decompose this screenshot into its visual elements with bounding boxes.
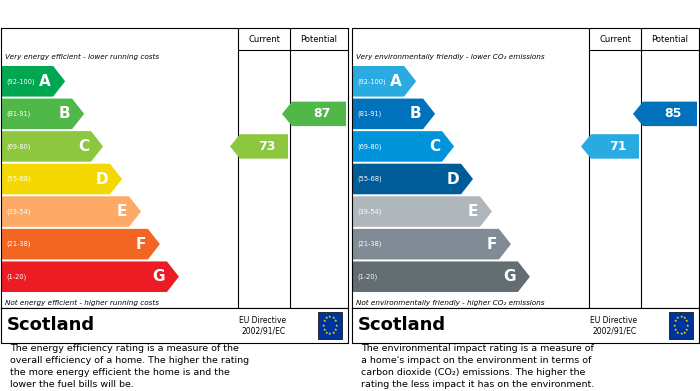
Text: ★: ★: [328, 332, 332, 336]
Text: ★: ★: [332, 316, 335, 320]
Polygon shape: [352, 66, 416, 97]
Polygon shape: [230, 134, 288, 159]
Polygon shape: [1, 262, 179, 292]
Text: B: B: [410, 106, 421, 121]
Text: D: D: [447, 172, 459, 187]
Text: 71: 71: [609, 140, 626, 153]
Text: (69-80): (69-80): [357, 143, 382, 150]
Bar: [318, 312, 342, 339]
Text: ★: ★: [325, 316, 328, 320]
Text: F: F: [486, 237, 497, 252]
Text: ★: ★: [323, 319, 326, 323]
Polygon shape: [1, 196, 141, 227]
Text: (21-38): (21-38): [357, 241, 382, 248]
Polygon shape: [282, 102, 346, 126]
Text: (69-80): (69-80): [6, 143, 31, 150]
Text: Energy Efficiency Rating: Energy Efficiency Rating: [6, 7, 169, 20]
Text: Scotland: Scotland: [358, 316, 446, 334]
Polygon shape: [1, 66, 65, 97]
Text: Potential: Potential: [300, 34, 337, 43]
Text: (92-100): (92-100): [6, 78, 34, 84]
Text: The energy efficiency rating is a measure of the
overall efficiency of a home. T: The energy efficiency rating is a measur…: [10, 344, 248, 389]
Text: F: F: [136, 237, 146, 252]
Text: ★: ★: [321, 323, 325, 328]
Text: (55-68): (55-68): [6, 176, 31, 182]
Text: C: C: [429, 139, 440, 154]
Text: Potential: Potential: [652, 34, 689, 43]
Text: ★: ★: [673, 328, 677, 332]
Bar: [669, 312, 693, 339]
Text: ★: ★: [676, 331, 680, 335]
Text: ★: ★: [679, 332, 682, 336]
Polygon shape: [633, 102, 697, 126]
Text: (81-91): (81-91): [357, 111, 382, 117]
Polygon shape: [352, 262, 530, 292]
Text: (39-54): (39-54): [6, 208, 30, 215]
Text: G: G: [503, 269, 516, 284]
Text: Current: Current: [248, 34, 280, 43]
Text: ★: ★: [679, 315, 682, 319]
Polygon shape: [1, 229, 160, 260]
Text: Not energy efficient - higher running costs: Not energy efficient - higher running co…: [5, 300, 159, 306]
Text: (1-20): (1-20): [6, 273, 27, 280]
Polygon shape: [1, 99, 84, 129]
Text: ★: ★: [323, 328, 326, 332]
Text: (21-38): (21-38): [6, 241, 30, 248]
Text: (92-100): (92-100): [357, 78, 386, 84]
Polygon shape: [352, 131, 454, 162]
Text: EU Directive
2002/91/EC: EU Directive 2002/91/EC: [239, 316, 286, 335]
Text: (1-20): (1-20): [357, 273, 377, 280]
Text: EU Directive
2002/91/EC: EU Directive 2002/91/EC: [589, 316, 637, 335]
Text: Scotland: Scotland: [7, 316, 95, 334]
Text: ★: ★: [334, 328, 337, 332]
Text: Current: Current: [599, 34, 631, 43]
Polygon shape: [581, 134, 639, 159]
Text: 87: 87: [313, 108, 330, 120]
Text: A: A: [391, 74, 402, 89]
Text: D: D: [95, 172, 108, 187]
Text: (55-68): (55-68): [357, 176, 382, 182]
Polygon shape: [1, 131, 103, 162]
Text: 73: 73: [258, 140, 275, 153]
Polygon shape: [1, 164, 122, 194]
Text: ★: ★: [686, 323, 690, 328]
Text: Very environmentally friendly - lower CO₂ emissions: Very environmentally friendly - lower CO…: [356, 54, 545, 60]
Text: E: E: [468, 204, 478, 219]
Text: (39-54): (39-54): [357, 208, 382, 215]
Polygon shape: [352, 229, 511, 260]
Text: Not environmentally friendly - higher CO₂ emissions: Not environmentally friendly - higher CO…: [356, 300, 545, 306]
Text: (81-91): (81-91): [6, 111, 30, 117]
Text: ★: ★: [332, 331, 335, 335]
Text: ★: ★: [673, 323, 676, 328]
Text: The environmental impact rating is a measure of
a home's impact on the environme: The environmental impact rating is a mea…: [360, 344, 594, 389]
Text: ★: ★: [325, 331, 328, 335]
Text: 85: 85: [664, 108, 681, 120]
Polygon shape: [352, 196, 492, 227]
Text: ★: ★: [676, 316, 680, 320]
Text: G: G: [153, 269, 165, 284]
Polygon shape: [352, 164, 473, 194]
Text: ★: ★: [328, 315, 332, 319]
Text: A: A: [39, 74, 51, 89]
Text: C: C: [78, 139, 89, 154]
Text: ★: ★: [685, 319, 689, 323]
Text: ★: ★: [685, 328, 689, 332]
Text: ★: ★: [334, 319, 337, 323]
Text: ★: ★: [673, 319, 677, 323]
Polygon shape: [352, 99, 435, 129]
Text: ★: ★: [335, 323, 339, 328]
Text: ★: ★: [682, 316, 686, 320]
Text: Very energy efficient - lower running costs: Very energy efficient - lower running co…: [5, 54, 159, 60]
Text: ★: ★: [682, 331, 686, 335]
Text: Environmental Impact (CO₂) Rating: Environmental Impact (CO₂) Rating: [357, 7, 589, 20]
Text: E: E: [117, 204, 127, 219]
Text: B: B: [59, 106, 70, 121]
